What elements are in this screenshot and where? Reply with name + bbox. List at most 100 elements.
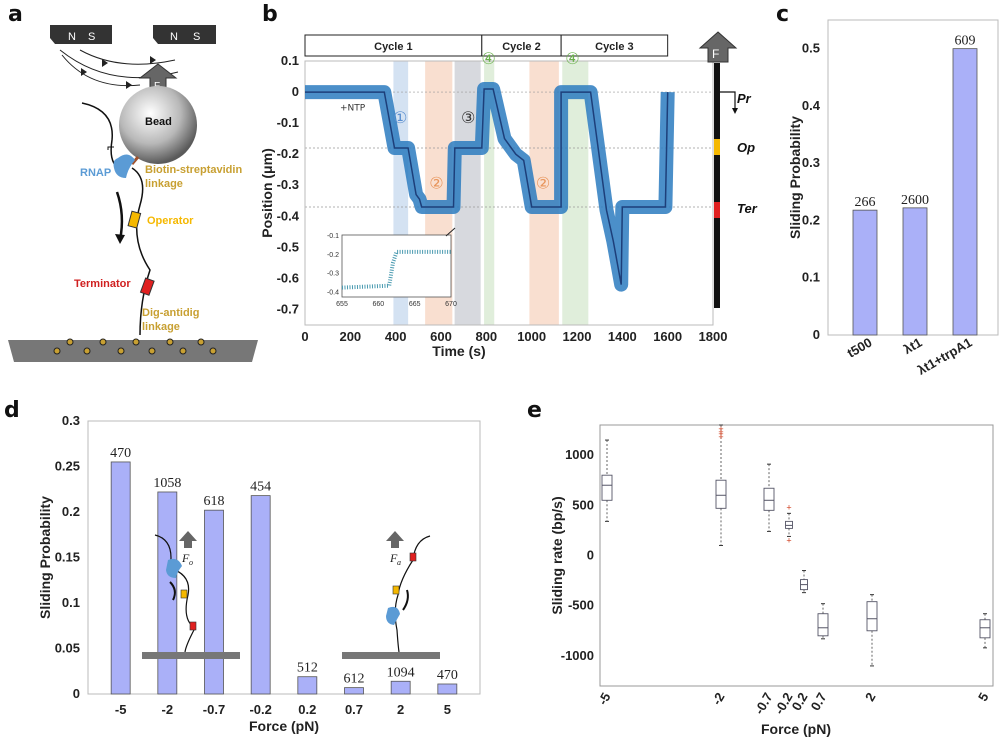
y-tick-label: -0.6 (277, 270, 299, 285)
cycle-label: Cycle 2 (502, 41, 541, 53)
field-arrow-icon (126, 81, 132, 89)
outlier: + (718, 432, 723, 442)
x-tick-label: -0.2 (249, 702, 271, 717)
y-axis-label: Sliding Probability (37, 496, 53, 619)
x-tick-label: -0.7 (751, 690, 775, 717)
terminator-label: Terminator (74, 278, 131, 290)
x-tick-label: 400 (385, 329, 407, 344)
box (785, 520, 793, 529)
cycle-box (560, 34, 669, 57)
x-tick-label: 0.7 (808, 690, 830, 713)
cycle-label: Cycle 1 (374, 41, 413, 53)
inset-dna-right (394, 535, 431, 653)
bead (119, 86, 197, 164)
chart-c-sliding-probability: 266t5002600λt1609λt1+trpA100.10.20.30.40… (787, 19, 999, 378)
magnet-right: N S (153, 25, 216, 44)
magnet-right-s: S (193, 31, 200, 43)
transcription-arrow-head-icon (115, 234, 125, 244)
bar (852, 209, 878, 336)
y-tick-label: 0.15 (55, 550, 80, 565)
bead-label: Bead (145, 116, 172, 128)
y-tick-label: 0.3 (62, 413, 80, 428)
force-label-opposing-sub: o (189, 558, 193, 567)
bar (157, 491, 178, 695)
surface (8, 340, 258, 362)
dna-bar (714, 63, 720, 308)
y-tick-label: 0.25 (55, 459, 80, 474)
operator-box (180, 589, 188, 599)
magnet-left: N S (50, 25, 112, 44)
operator-segment (714, 139, 720, 155)
magnetic-tweezers-schematic: N S N S F Bead RNAP Biotin-streptavidin … (8, 25, 258, 362)
biotin-label-1: Biotin-streptavidin (145, 164, 242, 176)
inset-y-tick: -0.1 (327, 233, 339, 240)
dna-bar-force-label: F (712, 47, 719, 61)
x-tick-label: 1200 (563, 329, 592, 344)
y-tick-label: -0.3 (277, 177, 299, 192)
operator-box (392, 585, 400, 595)
terminator-box (189, 621, 197, 631)
y-tick-label: 0 (813, 327, 820, 342)
y-tick-label: 0.05 (55, 641, 80, 656)
shaded-region (484, 61, 495, 325)
inset-trace (341, 249, 451, 290)
box (817, 613, 829, 637)
force-label-assisting: F (389, 551, 398, 565)
force-arrow-icon (179, 531, 197, 548)
chart-b-position-trace: Cycle 1 Cycle 2 Cycle 3 0 200 400 600 800 1000 12… (259, 31, 758, 359)
inset-surface-left (142, 652, 240, 659)
bar (297, 676, 318, 695)
bar-value-label: 2600 (901, 193, 929, 208)
bar-value-label: 1058 (153, 476, 181, 491)
y-tick-label: 0.4 (802, 98, 821, 113)
bar (952, 48, 978, 336)
panel-label-d: d (4, 398, 20, 423)
operator-box (127, 210, 142, 229)
x-tick-label: -2 (709, 690, 728, 708)
panel-label-a: a (8, 2, 23, 27)
bar-value-label: 454 (250, 480, 271, 495)
panel-label-c: c (776, 2, 790, 27)
outlier: + (786, 535, 791, 545)
trace-annotation: +NTP (340, 104, 366, 114)
x-tick-label: 1600 (653, 329, 682, 344)
outlier: + (718, 429, 723, 439)
plot-frame (304, 60, 714, 326)
dna-bar-label: Pr (737, 91, 752, 106)
trace-annotation: ③ (461, 108, 475, 127)
operator-label: Operator (147, 215, 194, 227)
trace-annotation: ② (536, 173, 550, 192)
x-tick-label: -5 (115, 702, 127, 717)
bar-value-label: 470 (437, 668, 458, 683)
panel-label-b: b (262, 2, 278, 27)
bar (437, 683, 458, 695)
bar (250, 495, 271, 695)
force-arrow-icon (386, 531, 404, 548)
biotin-linker (130, 156, 140, 165)
inset-y-tick: -0.2 (327, 252, 339, 259)
y-tick-label: 0.2 (802, 212, 820, 227)
x-tick-label: -2 (162, 702, 174, 717)
bar-value-label: 609 (955, 34, 976, 49)
y-tick-label: -0.5 (277, 239, 299, 254)
terminator-box (409, 552, 417, 562)
y-axis-label: Position (μm) (259, 148, 275, 237)
y-tick-label: 0 (587, 548, 594, 563)
bar-value-label: 512 (297, 661, 318, 676)
y-tick-label: 1000 (565, 447, 594, 462)
x-tick-label: 600 (430, 329, 452, 344)
x-tick-label: -5 (595, 690, 614, 708)
magnet-right-n: N (170, 31, 178, 43)
transcription-arrow (402, 589, 409, 611)
promoter-arrow-head-icon (732, 108, 738, 114)
bar (110, 461, 131, 695)
y-tick-label: 0 (292, 84, 299, 99)
y-tick-label: 0.1 (62, 595, 80, 610)
force-label-opposing: F (181, 551, 190, 565)
bar (204, 509, 224, 695)
x-tick-label: 800 (475, 329, 497, 344)
y-tick-label: -0.1 (277, 115, 299, 130)
promoter-icon (107, 146, 114, 150)
box (763, 487, 775, 511)
inset-pointer-arrow (445, 227, 456, 237)
